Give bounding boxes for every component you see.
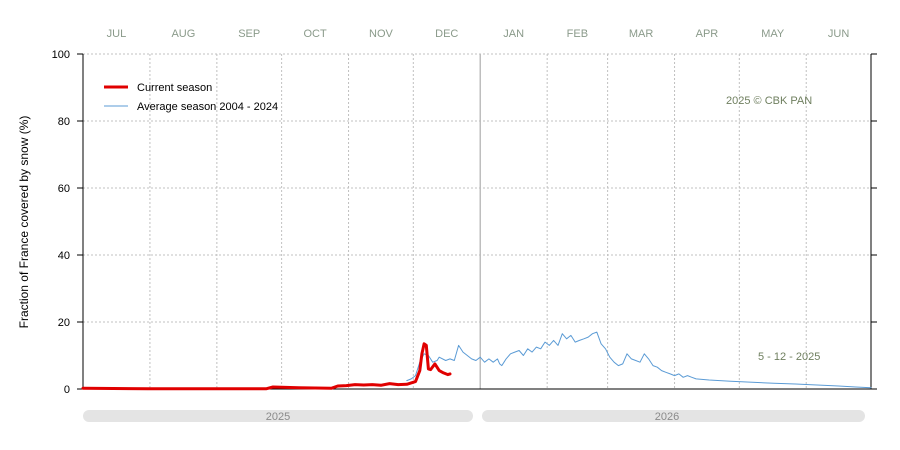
y-tick-label: 20 (58, 317, 70, 329)
month-label: NOV (369, 28, 394, 40)
month-label: JUN (828, 28, 849, 40)
y-tick-label: 60 (58, 183, 70, 195)
year-label-2026: 2026 (655, 411, 679, 423)
month-labels: JUL AUG SEP OCT NOV DEC JAN FEB MAR APR MAY JUN (107, 28, 850, 40)
y-axis-title: Fraction of France covered by snow (%) (17, 116, 31, 329)
y-tick-label: 40 (58, 250, 70, 262)
month-label: MAR (629, 28, 654, 40)
month-label: OCT (303, 28, 327, 40)
year-bar-2025 (83, 410, 473, 422)
y-tick-label: 80 (58, 116, 70, 128)
series-layer (81, 331, 872, 391)
year-label-2025: 2025 (266, 411, 290, 423)
average-season-line (406, 331, 872, 389)
month-label: FEB (567, 28, 588, 40)
legend-average-label: Average season 2004 - 2024 (137, 101, 278, 113)
month-label: MAY (761, 28, 785, 40)
month-label: JUL (107, 28, 127, 40)
legend-current-label: Current season (137, 82, 212, 94)
year-bars: 2025 2026 (83, 410, 865, 423)
month-label: APR (696, 28, 719, 40)
y-tick-label: 100 (52, 49, 70, 61)
month-label: SEP (238, 28, 260, 40)
y-tick-label: 0 (64, 384, 70, 396)
year-bar-2026 (482, 410, 865, 422)
grid-layer (83, 53, 871, 389)
month-label: AUG (171, 28, 195, 40)
month-label: JAN (503, 28, 524, 40)
current-season-line (81, 342, 452, 391)
copyright-text: 2025 © CBK PAN (726, 95, 812, 107)
date-stamp: 5 - 12 - 2025 (758, 351, 820, 363)
month-label: DEC (435, 28, 458, 40)
legend: Current season Average season 2004 - 202… (104, 82, 278, 113)
